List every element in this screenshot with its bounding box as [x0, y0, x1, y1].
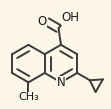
- Text: CH₃: CH₃: [18, 92, 39, 102]
- Text: OH: OH: [61, 11, 79, 24]
- Text: N: N: [57, 76, 65, 89]
- Text: O: O: [37, 15, 47, 28]
